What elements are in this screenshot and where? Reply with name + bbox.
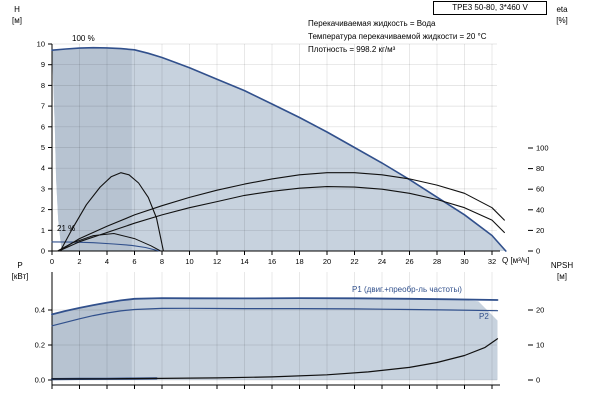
tick-label: 7	[41, 102, 45, 111]
tick-label: 26	[405, 257, 413, 266]
tick-label: 30	[460, 257, 468, 266]
tick-label: 40	[536, 205, 544, 214]
chart-axes	[48, 43, 533, 389]
series-head-21-percent	[51, 241, 160, 252]
tick-label: 4	[41, 164, 45, 173]
series-npsh	[51, 338, 499, 380]
tick-label: 20	[536, 306, 544, 315]
tick-label: 20	[323, 257, 331, 266]
series-head-100-percent	[51, 46, 507, 252]
series-eta-reduced-speed	[59, 172, 164, 252]
series-eta-total	[58, 186, 505, 252]
tick-label: 14	[240, 257, 248, 266]
series-p1-power	[51, 297, 499, 316]
tick-label: 20	[536, 226, 544, 235]
tick-label: 24	[378, 257, 386, 266]
p-axis-title-line1: P	[17, 261, 23, 270]
speed-21-label: 21 %	[57, 224, 76, 233]
tick-label: 32	[488, 257, 496, 266]
series-eta-reduced-small	[57, 233, 162, 252]
tick-label: 6	[132, 257, 136, 266]
region-low-flow-band	[52, 47, 132, 252]
tick-label: 8	[41, 81, 45, 90]
fluid-info-line: Перекачиваемая жидкость = Вода	[308, 19, 436, 28]
tick-label: 3	[41, 184, 45, 193]
tick-label: 4	[105, 257, 109, 266]
tick-label: 2	[41, 205, 45, 214]
tick-label: 10	[185, 257, 193, 266]
chart-series	[50, 46, 507, 381]
tick-label: 0.0	[35, 376, 45, 385]
tick-label: 0	[536, 247, 540, 256]
tick-label: 80	[536, 164, 544, 173]
q-axis-title: Q [м³/ч]	[502, 256, 530, 265]
tick-label: 0.4	[35, 306, 45, 315]
p-axis-title: P [кВт]	[2, 260, 38, 282]
density-info-line: Плотность = 998.2 кг/м³	[308, 45, 396, 54]
chart-tick-labels: 0 2 4 6 8 10 12 14 16 18 20 22 24 26 28 30 3201234567891…	[35, 40, 549, 385]
tick-label: 9	[41, 60, 45, 69]
tick-label: 60	[536, 185, 544, 194]
series-eta-pump	[58, 172, 505, 252]
tick-label: 2	[77, 257, 81, 266]
npsh-axis-title-line2: [м]	[557, 272, 567, 281]
speed-100-label: 100 %	[72, 34, 95, 43]
tick-label: 22	[350, 257, 358, 266]
region-operating-envelope	[52, 47, 506, 252]
npsh-axis-title: NPSH [м]	[540, 260, 584, 282]
tick-label: 6	[41, 122, 45, 131]
p2-curve-label: P2	[479, 312, 489, 321]
tick-label: 0	[41, 247, 45, 256]
h-axis-title-line1: H	[14, 5, 20, 14]
tick-label: 1	[41, 226, 45, 235]
region-power-low-flow-band	[52, 299, 132, 380]
chart-fills	[52, 47, 506, 380]
tick-label: 5	[41, 143, 45, 152]
eta-axis-title: eta [%]	[544, 4, 580, 26]
eta-axis-title-line1: eta	[556, 5, 568, 14]
tick-label: 28	[433, 257, 441, 266]
pump-model-box: TPE3 50-80, 3*460 V	[433, 1, 547, 15]
tick-label: 8	[160, 257, 164, 266]
tick-label: 100	[536, 144, 549, 153]
eta-axis-title-line2: [%]	[556, 16, 568, 25]
p-axis-title-line2: [кВт]	[11, 272, 29, 281]
tick-label: 10	[536, 341, 544, 350]
tick-label: 12	[213, 257, 221, 266]
npsh-axis-title-line1: NPSH	[550, 261, 574, 270]
region-power-envelope	[52, 298, 498, 380]
tick-label: 0	[50, 257, 54, 266]
temperature-info-line: Температура перекачиваемой жидкости = 20…	[308, 32, 487, 41]
h-axis-title-line2: [м]	[12, 16, 22, 25]
tick-label: 10	[37, 40, 45, 49]
p1-curve-label: P1 (двиг.+преобр-ль частоты)	[352, 285, 462, 294]
tick-label: 0.2	[35, 341, 45, 350]
series-p2-power	[51, 307, 499, 327]
tick-label: 16	[268, 257, 276, 266]
tick-label: 0	[536, 376, 540, 385]
h-axis-title: H [м]	[2, 4, 32, 26]
tick-label: 18	[295, 257, 303, 266]
